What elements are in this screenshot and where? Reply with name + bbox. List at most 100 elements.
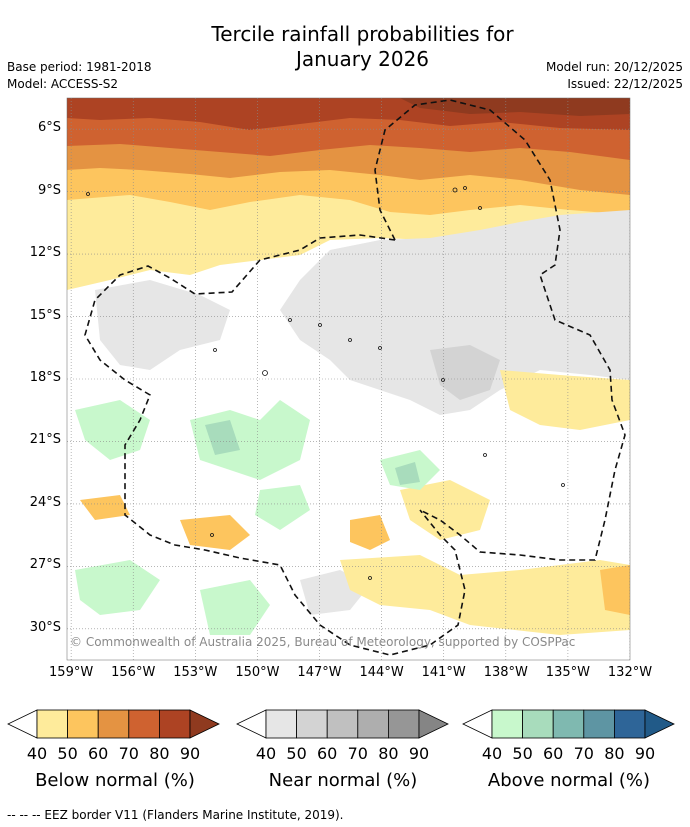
model-run: Model run: 20/12/2025 bbox=[545, 60, 683, 74]
colorbar-tick-label: 40 bbox=[481, 744, 503, 763]
below-50-patch-1 bbox=[350, 515, 390, 550]
island-marker bbox=[561, 483, 565, 487]
below-90-band bbox=[400, 98, 630, 116]
colorbar-tick-label: 70 bbox=[347, 744, 368, 763]
colorbar-extend-low bbox=[462, 709, 493, 739]
island-marker bbox=[318, 323, 322, 327]
below-40-south-band bbox=[340, 555, 630, 635]
island-marker bbox=[288, 318, 292, 322]
lon-tick-label: 156°W bbox=[111, 665, 156, 680]
map-title: Tercile rainfall probabilities for Janua… bbox=[0, 22, 690, 72]
island-marker bbox=[262, 370, 268, 376]
legend-label-near: Near normal (%) bbox=[268, 770, 418, 791]
colorbar-segment bbox=[296, 709, 328, 739]
lon-tick-label: 150°W bbox=[235, 665, 280, 680]
above-40-south bbox=[255, 485, 310, 530]
colorbar-segment bbox=[158, 709, 191, 739]
colorbar-segment bbox=[265, 709, 298, 739]
colorbar-tick-label: 50 bbox=[512, 744, 533, 763]
island-marker bbox=[368, 576, 372, 580]
colorbar-segment bbox=[36, 709, 69, 739]
colorbar-above bbox=[462, 709, 675, 739]
island-marker bbox=[478, 206, 482, 210]
colorbar-near bbox=[236, 709, 449, 739]
colorbar-tick-label: 60 bbox=[317, 744, 338, 763]
legend-label-below: Below normal (%) bbox=[35, 770, 195, 791]
model-name: Model: ACCESS-S2 bbox=[7, 77, 119, 91]
island-marker bbox=[483, 453, 487, 457]
colorbar-tick-label: 70 bbox=[573, 744, 594, 763]
eez-border-east bbox=[374, 99, 626, 561]
above-50-center bbox=[205, 420, 240, 455]
colorbar-segment bbox=[522, 709, 554, 739]
island-marker bbox=[213, 348, 217, 352]
lat-tick-label: 6°S bbox=[37, 120, 61, 136]
lat-tick-label: 24°S bbox=[29, 494, 61, 510]
near-50-patch bbox=[430, 345, 500, 400]
above-50-mid bbox=[395, 462, 420, 485]
colorbar-extend-low bbox=[236, 709, 267, 739]
colorbar-segment bbox=[491, 709, 524, 739]
map-fields bbox=[67, 98, 630, 660]
graticule bbox=[67, 98, 630, 660]
lat-tick-label: 9°S bbox=[37, 182, 61, 198]
legend-label-above: Above normal (%) bbox=[487, 770, 651, 791]
above-40-southwest bbox=[75, 560, 160, 615]
islands bbox=[86, 186, 565, 580]
eez-border-west bbox=[84, 234, 466, 656]
title-line-1: Tercile rainfall probabilities for bbox=[211, 22, 514, 46]
colorbar-tick-label: 60 bbox=[88, 744, 109, 763]
lon-tick-label: 153°W bbox=[173, 665, 218, 680]
colorbar-segment bbox=[67, 709, 99, 739]
colorbar-tick-label: 90 bbox=[634, 744, 656, 763]
lon-tick-label: 147°W bbox=[297, 665, 342, 680]
colorbar-segment bbox=[387, 709, 420, 739]
colorbar-tick-label: 40 bbox=[26, 744, 48, 763]
colorbar-segment bbox=[552, 709, 585, 739]
meta-left: Base period: 1981-2018 Model: ACCESS-S2 bbox=[7, 59, 152, 93]
below-50-patch-2 bbox=[180, 515, 250, 550]
title-line-2: January 2026 bbox=[295, 47, 430, 71]
lon-tick-label: 135°W bbox=[545, 665, 590, 680]
colorbar-segment bbox=[97, 709, 130, 739]
island-marker bbox=[86, 192, 90, 196]
above-40-bottom bbox=[200, 580, 270, 635]
lon-tick-label: 141°W bbox=[421, 665, 466, 680]
colorbar-segment bbox=[128, 709, 160, 739]
below-40-center bbox=[400, 480, 490, 540]
legend-near bbox=[236, 708, 452, 740]
near-40-region bbox=[280, 210, 630, 415]
issued-date: Issued: 22/12/2025 bbox=[567, 77, 683, 91]
colorbar-tick-label: 80 bbox=[149, 744, 170, 763]
island-marker bbox=[463, 186, 467, 190]
lon-tick-label: 144°W bbox=[359, 665, 404, 680]
colorbar-extend-high bbox=[644, 709, 675, 739]
colorbar-below bbox=[7, 709, 220, 739]
island-marker bbox=[452, 187, 458, 193]
below-50-patch-4 bbox=[80, 495, 130, 520]
colorbar-segment bbox=[583, 709, 615, 739]
colorbar-tick-label: 70 bbox=[118, 744, 139, 763]
colorbar-tick-label: 40 bbox=[255, 744, 277, 763]
island-marker bbox=[441, 378, 445, 382]
colorbar-tick-label: 80 bbox=[604, 744, 625, 763]
lon-tick-label: 132°W bbox=[607, 665, 653, 680]
legend-below bbox=[7, 708, 223, 740]
island-marker bbox=[210, 533, 214, 537]
eez-footnote: -- -- -- EEZ border V11 (Flanders Marine… bbox=[7, 808, 344, 822]
lat-tick-label: 30°S bbox=[29, 619, 61, 635]
below-40-east bbox=[500, 370, 630, 430]
lat-tick-label: 21°S bbox=[29, 432, 61, 448]
colorbar-tick-label: 50 bbox=[286, 744, 307, 763]
colorbar-tick-label: 50 bbox=[57, 744, 78, 763]
lat-tick-label: 12°S bbox=[29, 245, 61, 261]
colorbar-segment bbox=[613, 709, 646, 739]
colorbar-tick-label: 90 bbox=[408, 744, 430, 763]
colorbar-extend-high bbox=[418, 709, 449, 739]
lat-tick-label: 15°S bbox=[29, 307, 61, 323]
colorbar-extend-low bbox=[7, 709, 38, 739]
island-marker bbox=[348, 338, 352, 342]
colorbar-tick-label: 90 bbox=[179, 744, 201, 763]
probability-map bbox=[66, 97, 631, 661]
above-40-center bbox=[190, 400, 310, 480]
